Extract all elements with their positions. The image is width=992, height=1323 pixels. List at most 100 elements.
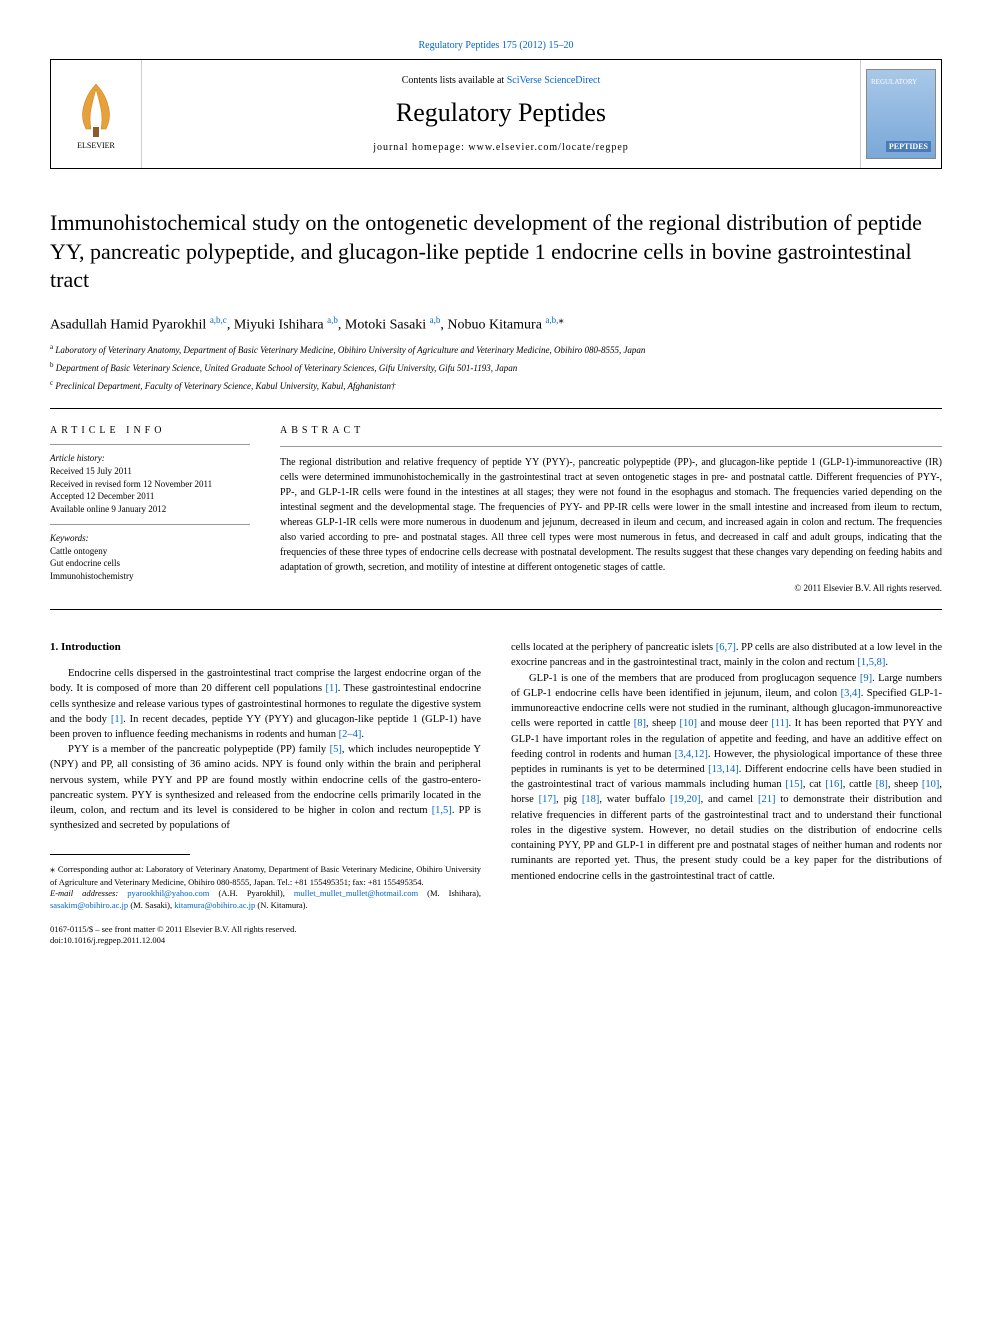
author-1: Asadullah Hamid Pyarokhil — [50, 317, 206, 332]
email-addresses: E-mail addresses: pyarookhil@yahoo.com (… — [50, 888, 481, 912]
abstract-divider — [280, 446, 942, 447]
para-2: PYY is a member of the pancreatic polype… — [50, 742, 481, 833]
ref-9[interactable]: [9] — [860, 673, 872, 684]
authors-line: Asadullah Hamid Pyarokhil a,b,c, Miyuki … — [50, 313, 942, 334]
info-divider-1 — [50, 444, 250, 445]
affil-text-c: Preclinical Department, Faculty of Veter… — [55, 381, 395, 391]
ref-13-14[interactable]: [13,14] — [708, 764, 739, 775]
cover-label: PEPTIDES — [886, 141, 931, 152]
author-4: Nobuo Kitamura — [447, 317, 541, 332]
info-abstract-row: ARTICLE INFO Article history: Received 1… — [50, 425, 942, 593]
ref-16[interactable]: [16] — [825, 779, 843, 790]
copyright-line-1: 0167-0115/$ – see front matter © 2011 El… — [50, 924, 481, 935]
ref-11[interactable]: [11] — [771, 718, 788, 729]
affil-label-c: c — [50, 379, 53, 387]
affil-text-a: Laboratory of Veterinary Anatomy, Depart… — [55, 345, 645, 355]
affil-label-b: b — [50, 361, 54, 369]
page-container: Regulatory Peptides 175 (2012) 15–20 ELS… — [0, 0, 992, 986]
divider-bottom — [50, 609, 942, 610]
homepage-line: journal homepage: www.elsevier.com/locat… — [373, 142, 629, 153]
history-label: Article history: — [50, 453, 250, 463]
abstract-heading: ABSTRACT — [280, 425, 942, 436]
ref-17[interactable]: [17] — [539, 794, 557, 805]
ref-8b[interactable]: [8] — [876, 779, 888, 790]
elsevier-tree-icon — [71, 79, 121, 139]
email-4[interactable]: kitamura@obihiro.ac.jp — [174, 900, 255, 910]
ref-8[interactable]: [8] — [634, 718, 646, 729]
ref-15[interactable]: [15] — [785, 779, 803, 790]
top-citation-link[interactable]: Regulatory Peptides 175 (2012) 15–20 — [419, 40, 574, 51]
sciencedirect-link[interactable]: SciVerse ScienceDirect — [507, 75, 601, 86]
email-1[interactable]: pyarookhil@yahoo.com — [127, 888, 209, 898]
header-center: Contents lists available at SciVerse Sci… — [141, 60, 861, 168]
ref-10[interactable]: [10] — [679, 718, 697, 729]
received-line: Received 15 July 2011 — [50, 465, 250, 478]
ref-1-5[interactable]: [1,5] — [432, 805, 452, 816]
doi-line: doi:10.1016/j.regpep.2011.12.004 — [50, 935, 481, 946]
para-3: cells located at the periphery of pancre… — [511, 640, 942, 670]
ref-2-4[interactable]: [2–4] — [339, 729, 362, 740]
ref-6-7[interactable]: [6,7] — [716, 642, 736, 653]
info-divider-2 — [50, 524, 250, 525]
ref-1-5-8[interactable]: [1,5,8] — [857, 657, 885, 668]
info-heading: ARTICLE INFO — [50, 425, 250, 436]
abstract-text: The regional distribution and relative f… — [280, 455, 942, 575]
body-columns: 1. Introduction Endocrine cells disperse… — [50, 640, 942, 946]
top-citation: Regulatory Peptides 175 (2012) 15–20 — [50, 40, 942, 51]
corresponding-note: ⁎ Corresponding author at: Laboratory of… — [50, 863, 481, 889]
ref-1-1[interactable]: [1] — [325, 683, 337, 694]
homepage-label: journal homepage: — [373, 142, 468, 153]
keyword-1: Cattle ontogeny — [50, 545, 250, 558]
contents-line: Contents lists available at SciVerse Sci… — [402, 75, 601, 86]
ref-3-4-12[interactable]: [3,4,12] — [675, 749, 708, 760]
para-4: GLP-1 is one of the members that are pro… — [511, 671, 942, 884]
affiliation-b: b Department of Basic Veterinary Science… — [50, 361, 942, 375]
intro-heading: 1. Introduction — [50, 640, 481, 656]
online-line: Available online 9 January 2012 — [50, 503, 250, 516]
ref-10b[interactable]: [10] — [922, 779, 940, 790]
para-1: Endocrine cells dispersed in the gastroi… — [50, 666, 481, 742]
revised-line: Received in revised form 12 November 201… — [50, 478, 250, 491]
contents-text: Contents lists available at — [402, 75, 507, 86]
keyword-3: Immunohistochemistry — [50, 570, 250, 583]
elsevier-text: ELSEVIER — [77, 141, 115, 150]
column-left: 1. Introduction Endocrine cells disperse… — [50, 640, 481, 946]
divider-top — [50, 408, 942, 409]
journal-title: Regulatory Peptides — [396, 98, 606, 128]
ref-3-4[interactable]: [3,4] — [841, 688, 861, 699]
ref-19-20[interactable]: [19,20] — [670, 794, 701, 805]
affil-label-a: a — [50, 343, 53, 351]
article-info: ARTICLE INFO Article history: Received 1… — [50, 425, 250, 593]
author-3-affils: a,b — [430, 315, 441, 325]
affil-text-b: Department of Basic Veterinary Science, … — [56, 363, 517, 373]
journal-cover: REGULATORY PEPTIDES — [861, 64, 941, 164]
author-2-affils: a,b — [327, 315, 338, 325]
cover-top-text: REGULATORY — [871, 78, 917, 86]
keyword-2: Gut endocrine cells — [50, 557, 250, 570]
column-right: cells located at the periphery of pancre… — [511, 640, 942, 946]
journal-header: ELSEVIER Contents lists available at Sci… — [50, 59, 942, 169]
accepted-line: Accepted 12 December 2011 — [50, 490, 250, 503]
affiliation-c: c Preclinical Department, Faculty of Vet… — [50, 379, 942, 393]
author-1-affils: a,b,c — [210, 315, 227, 325]
elsevier-logo: ELSEVIER — [51, 74, 141, 155]
cover-image: REGULATORY PEPTIDES — [866, 69, 936, 159]
email-2[interactable]: mullet_mullet_mullet@hotmail.com — [294, 888, 418, 898]
email-label: E-mail addresses: — [50, 888, 127, 898]
corresponding-star: ⁎ — [558, 314, 564, 326]
keywords-label: Keywords: — [50, 533, 250, 543]
footnotes: ⁎ Corresponding author at: Laboratory of… — [50, 863, 481, 913]
ref-21[interactable]: [21] — [758, 794, 776, 805]
article-title: Immunohistochemical study on the ontogen… — [50, 209, 942, 295]
author-2: Miyuki Ishihara — [234, 317, 324, 332]
abstract: ABSTRACT The regional distribution and r… — [280, 425, 942, 593]
ref-18[interactable]: [18] — [582, 794, 600, 805]
affiliation-a: a Laboratory of Veterinary Anatomy, Depa… — [50, 343, 942, 357]
abstract-copyright: © 2011 Elsevier B.V. All rights reserved… — [280, 583, 942, 593]
email-3[interactable]: sasakim@obihiro.ac.jp — [50, 900, 128, 910]
ref-1-2[interactable]: [1] — [111, 714, 123, 725]
ref-5[interactable]: [5] — [330, 744, 342, 755]
footnote-divider — [50, 854, 190, 855]
homepage-url: www.elsevier.com/locate/regpep — [468, 142, 628, 153]
copyright-block: 0167-0115/$ – see front matter © 2011 El… — [50, 924, 481, 946]
